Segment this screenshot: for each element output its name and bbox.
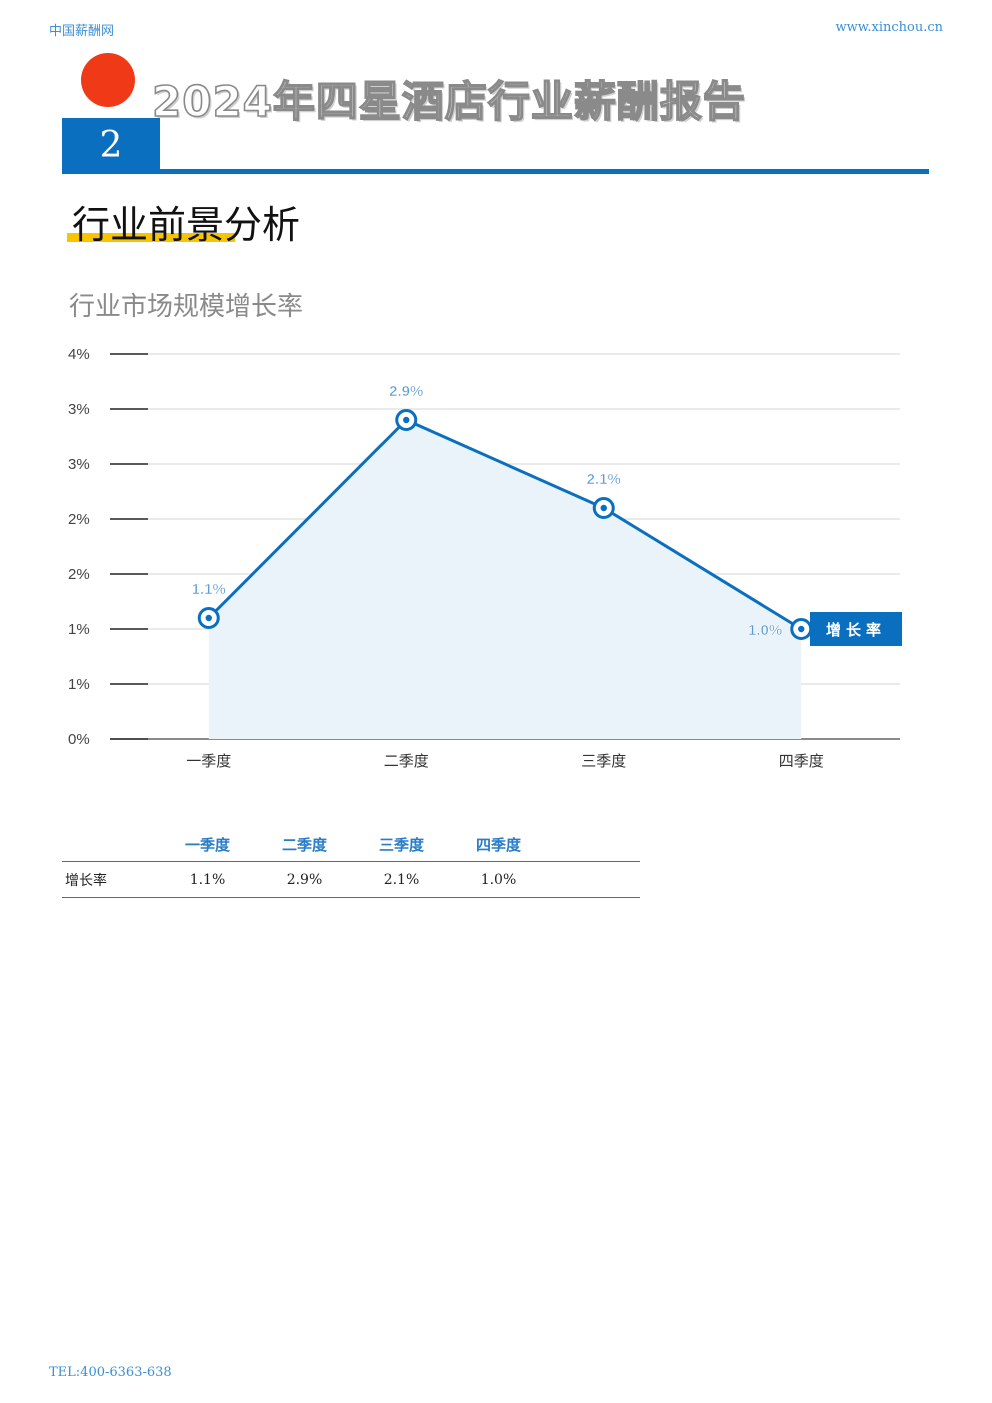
table-row: 增长率 1.1% 2.9% 2.1% 1.0% bbox=[62, 861, 640, 898]
table-header-q3: 三季度 bbox=[353, 830, 450, 862]
y-tick-label: 3% bbox=[68, 456, 90, 473]
table-header-q2: 二季度 bbox=[256, 830, 353, 862]
data-point bbox=[197, 607, 220, 629]
page-number-badge: 2 bbox=[62, 118, 160, 172]
chart-title: 行业市场规模增长率 bbox=[69, 292, 304, 322]
data-point bbox=[592, 497, 615, 519]
table-header-q1: 一季度 bbox=[159, 830, 256, 862]
section-title: 行业前景分析 bbox=[72, 203, 301, 247]
red-circle-decoration bbox=[81, 53, 135, 107]
data-label: 2.1% bbox=[587, 471, 621, 488]
x-tick-label: 二季度 bbox=[384, 752, 429, 770]
site-name: 中国薪酬网 bbox=[49, 24, 115, 39]
growth-rate-chart: 0% 1% 1% 2% 2% 3% 3% 4% 一季度 二季度 三季度 四季度 1.1% 2.9% 2.… bbox=[68, 346, 900, 770]
table-row-name: 增长率 bbox=[62, 861, 159, 898]
data-label: 2.9% bbox=[389, 383, 423, 400]
table-header-spacer bbox=[547, 830, 640, 862]
y-tick-label: 1% bbox=[68, 676, 90, 693]
table-cell-q1: 1.1% bbox=[159, 861, 256, 898]
x-tick-label: 三季度 bbox=[581, 752, 626, 770]
chart-area bbox=[208, 420, 802, 739]
report-title: 2024年四星酒店行业薪酬报告 bbox=[151, 76, 746, 127]
table-header-empty bbox=[62, 830, 159, 862]
x-tick-label: 一季度 bbox=[186, 752, 231, 770]
y-tick-label: 0% bbox=[68, 731, 90, 748]
x-axis-ticks: 一季度 二季度 三季度 四季度 bbox=[186, 752, 824, 770]
footer-phone: TEL:400-6363-638 bbox=[49, 1365, 172, 1380]
x-tick-label: 四季度 bbox=[779, 752, 824, 770]
area-fill bbox=[208, 420, 802, 739]
table-cell-q2: 2.9% bbox=[256, 861, 353, 898]
y-tick-label: 4% bbox=[68, 346, 90, 363]
data-table: 一季度 二季度 三季度 四季度 增长率 1.1% 2.9% 2.1% 1.0% bbox=[62, 830, 640, 898]
table-header-row: 一季度 二季度 三季度 四季度 bbox=[62, 830, 640, 862]
site-url[interactable]: www.xinchou.cn bbox=[835, 20, 943, 35]
y-tick-label: 1% bbox=[68, 621, 90, 638]
table-header-q4: 四季度 bbox=[450, 830, 547, 862]
y-tick-label: 2% bbox=[68, 566, 90, 583]
header-divider bbox=[62, 169, 929, 174]
chart-data-labels: 1.1% 2.9% 2.1% 1.0% bbox=[191, 383, 782, 640]
legend-series-growth-rate: 增长率 bbox=[810, 612, 902, 646]
data-point bbox=[790, 618, 813, 640]
section-title-underline bbox=[67, 233, 235, 242]
data-label: 1.1% bbox=[192, 581, 226, 598]
series-line-growth-rate bbox=[207, 418, 803, 631]
y-tick-label: 3% bbox=[68, 401, 90, 418]
data-label: 1.0% bbox=[748, 622, 782, 639]
table-cell-q4: 1.0% bbox=[450, 861, 547, 898]
table-cell-q3: 2.1% bbox=[353, 861, 450, 898]
y-tick-label: 2% bbox=[68, 511, 90, 528]
table-cell-spacer bbox=[547, 861, 640, 898]
y-axis-ticks: 0% 1% 1% 2% 2% 3% 3% 4% bbox=[68, 346, 90, 748]
chart-line bbox=[207, 418, 803, 631]
data-point bbox=[395, 409, 418, 431]
